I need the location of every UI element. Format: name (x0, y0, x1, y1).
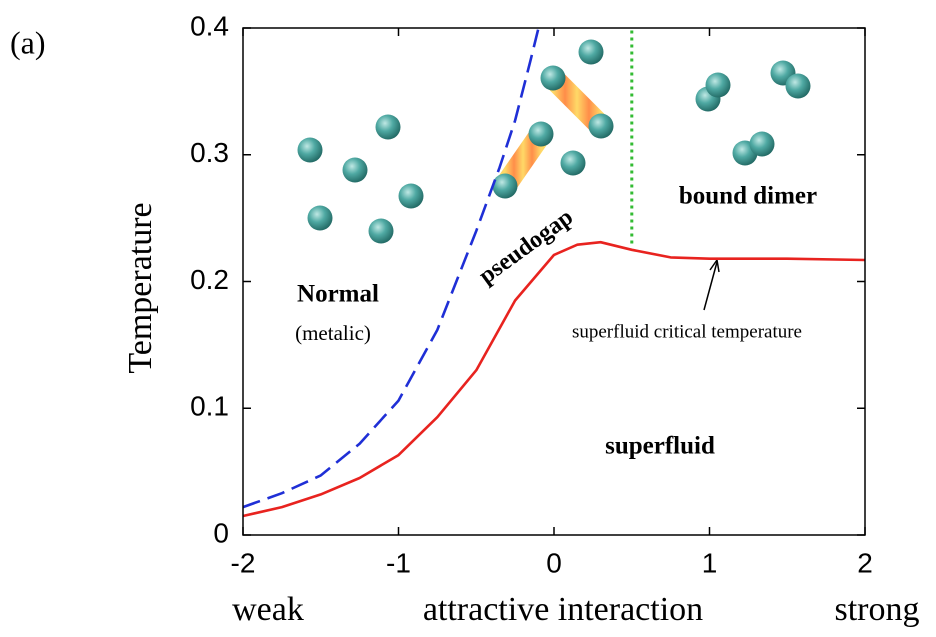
annotation: bound dimer (679, 183, 817, 210)
y-tick-label: 0 (213, 517, 229, 548)
y-tick-label: 0.1 (190, 391, 229, 422)
x-tick-label: 1 (702, 547, 718, 578)
y-axis-label: Temperature (122, 202, 159, 373)
decorations (297, 39, 811, 244)
data-line (242, 27, 540, 509)
data-line (242, 240, 866, 518)
x-axis-left-label: weak (232, 591, 304, 628)
annotation: Normal (297, 281, 379, 308)
annotation: (metalic) (295, 321, 371, 345)
x-tick-label: 0 (546, 547, 562, 578)
y-tick-label: 0.2 (190, 264, 229, 295)
annotation: superfluid (605, 433, 715, 460)
x-axis-label: attractive interaction (423, 591, 703, 628)
x-tick-label: -2 (231, 547, 256, 578)
annotation: superfluid critical temperature (572, 321, 802, 342)
x-axis-right-label: strong (835, 591, 920, 628)
y-tick-label: 0.4 (190, 10, 229, 41)
panel-label: (a) (10, 24, 46, 60)
x-tick-label: -1 (386, 547, 411, 578)
annotation-arrow (703, 258, 720, 311)
y-tick-label: 0.3 (190, 137, 229, 168)
x-tick-label: 2 (857, 547, 873, 578)
annotation: pseudogap (474, 204, 578, 289)
